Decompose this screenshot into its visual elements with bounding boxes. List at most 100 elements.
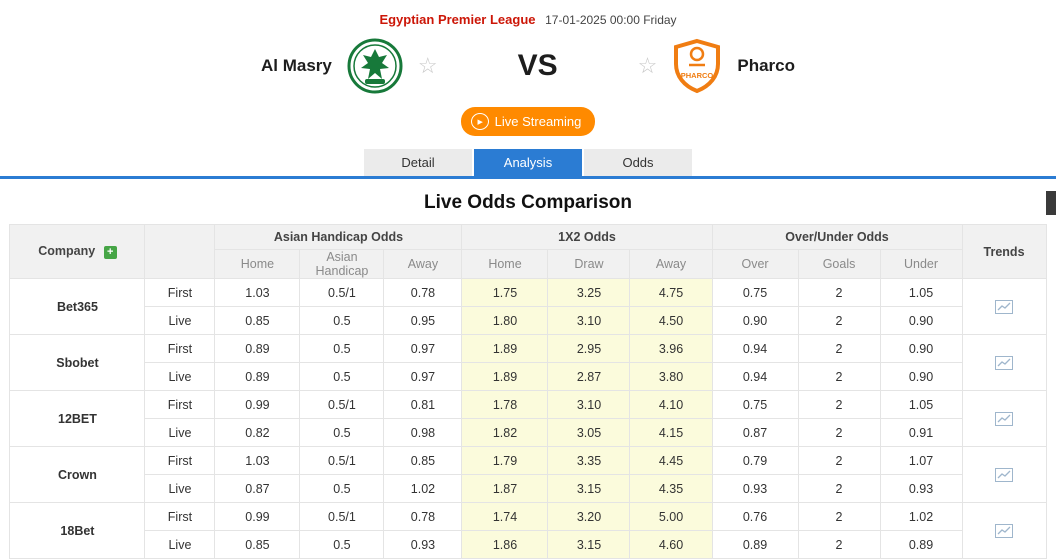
asian-handicap-odds-value: 0.85: [214, 306, 301, 335]
asian-handicap-odds-value: 1.03: [214, 446, 301, 475]
1x2-odds-value: 4.75: [629, 278, 713, 307]
play-icon: ▶: [470, 113, 489, 130]
odds-row: Bet365 First 1.03 0.5/1 0.78 1.75 3.25 4.75 0.75…: [9, 278, 1047, 335]
col-ah-away: Away: [383, 249, 463, 279]
asian-handicap-odds-value: 0.5: [299, 362, 385, 391]
league-name[interactable]: Egyptian Premier League: [379, 12, 536, 27]
favorite-away-icon[interactable]: ☆: [637, 53, 658, 78]
add-company-icon[interactable]: +: [103, 246, 117, 259]
tab-bar: Detail Analysis Odds: [0, 149, 1056, 176]
asian-handicap-odds-value: 0.78: [383, 278, 463, 307]
asian-handicap-odds-value: 0.5/1: [299, 502, 385, 531]
trend-chart-icon[interactable]: [961, 334, 1047, 391]
period-label: First: [144, 446, 216, 475]
col-ou-under: Under: [879, 249, 963, 279]
1x2-odds-value: 4.60: [629, 530, 713, 559]
period-label: Live: [144, 362, 216, 391]
odds-row: Live 0.82 0.5 0.98 1.82 3.05 4.15 0.87 2 0.91: [10, 418, 1046, 447]
over-under-odds-value: 0.90: [711, 306, 799, 335]
1x2-odds-value: 3.10: [547, 306, 631, 335]
col-1x2-away: Away: [629, 249, 713, 279]
1x2-odds-value: 2.95: [547, 334, 631, 363]
over-under-odds-value: 0.87: [711, 418, 799, 447]
odds-table-body: Bet365 First 1.03 0.5/1 0.78 1.75 3.25 4.75 0.75…: [9, 278, 1047, 559]
trend-chart-icon[interactable]: [961, 390, 1047, 447]
asian-handicap-odds-value: 0.82: [214, 418, 301, 447]
over-under-odds-value: 0.75: [711, 278, 799, 307]
1x2-odds-value: 4.35: [629, 474, 713, 503]
asian-handicap-odds-value: 0.5: [299, 474, 385, 503]
live-streaming-label: Live Streaming: [494, 114, 582, 129]
company-name[interactable]: Sbobet: [9, 334, 146, 391]
1x2-odds-value: 1.74: [461, 502, 549, 531]
1x2-odds-value: 1.78: [461, 390, 549, 419]
1x2-odds-value: 3.10: [547, 390, 631, 419]
home-team-logo: [346, 37, 404, 95]
col-1x2-draw: Draw: [547, 249, 631, 279]
match-row: Al Masry ☆ VS ☆ PHARCO Pharco: [0, 35, 1056, 97]
1x2-odds-value: 4.45: [629, 446, 713, 475]
over-under-odds-value: 0.79: [711, 446, 799, 475]
asian-handicap-odds-value: 1.02: [383, 474, 463, 503]
over-under-odds-value: 2: [797, 390, 881, 419]
asian-handicap-odds-value: 0.97: [383, 334, 463, 363]
away-team-name[interactable]: Pharco: [737, 56, 795, 75]
favorite-home-icon[interactable]: ☆: [417, 53, 438, 78]
asian-handicap-odds-value: 0.5/1: [299, 390, 385, 419]
trend-chart-icon[interactable]: [961, 502, 1047, 559]
asian-handicap-odds-value: 0.89: [214, 362, 301, 391]
company-name[interactable]: 18Bet: [9, 502, 146, 559]
vs-label: VS: [517, 49, 558, 82]
over-under-odds-value: 2: [797, 278, 881, 307]
1x2-odds-value: 3.35: [547, 446, 631, 475]
over-under-odds-value: 0.90: [879, 306, 963, 335]
over-under-odds-value: 1.07: [879, 446, 963, 475]
group-asian-handicap-header: Asian Handicap Odds: [214, 224, 463, 250]
asian-handicap-odds-value: 0.5: [299, 418, 385, 447]
trend-chart-icon[interactable]: [961, 446, 1047, 503]
over-under-odds-value: 2: [797, 334, 881, 363]
asian-handicap-odds-value: 0.97: [383, 362, 463, 391]
asian-handicap-odds-value: 0.5: [299, 306, 385, 335]
trend-chart-icon[interactable]: [961, 278, 1047, 335]
asian-handicap-odds-value: 0.99: [214, 502, 301, 531]
col-1x2-home: Home: [461, 249, 549, 279]
svg-text:PHARCO: PHARCO: [681, 71, 714, 80]
period-header: [144, 224, 216, 279]
over-under-odds-value: 2: [797, 362, 881, 391]
1x2-odds-value: 3.05: [547, 418, 631, 447]
match-datetime: 17-01-2025 00:00 Friday: [545, 13, 677, 27]
asian-handicap-odds-value: 0.85: [214, 530, 301, 559]
period-label: Live: [144, 306, 216, 335]
asian-handicap-odds-value: 0.95: [383, 306, 463, 335]
company-name[interactable]: Crown: [9, 446, 146, 503]
tab-detail[interactable]: Detail: [364, 149, 472, 176]
asian-handicap-odds-value: 0.81: [383, 390, 463, 419]
live-streaming-button[interactable]: ▶ Live Streaming: [460, 107, 596, 136]
over-under-odds-value: 0.76: [711, 502, 799, 531]
1x2-odds-value: 1.87: [461, 474, 549, 503]
company-name[interactable]: Bet365: [9, 278, 146, 335]
odds-row: Sbobet First 0.89 0.5 0.97 1.89 2.95 3.96 0.94 2 0…: [9, 334, 1047, 391]
period-label: Live: [144, 530, 216, 559]
1x2-odds-value: 1.89: [461, 334, 549, 363]
period-label: First: [144, 502, 216, 531]
asian-handicap-odds-value: 0.99: [214, 390, 301, 419]
tab-odds[interactable]: Odds: [584, 149, 692, 176]
league-line: Egyptian Premier League 17-01-2025 00:00…: [0, 0, 1056, 27]
home-team-name[interactable]: Al Masry: [260, 56, 332, 75]
over-under-odds-value: 2: [797, 446, 881, 475]
odds-table-head: Company + Asian Handicap Odds 1X2 Odds O…: [9, 224, 1047, 279]
1x2-odds-value: 3.15: [547, 474, 631, 503]
odds-row: 18Bet First 0.99 0.5/1 0.78 1.74 3.20 5.00 0.76 2…: [9, 502, 1047, 559]
company-header-label: Company: [38, 244, 96, 258]
tab-analysis[interactable]: Analysis: [474, 149, 582, 176]
scrollbar-thumb[interactable]: [1046, 191, 1056, 215]
company-name[interactable]: 12BET: [9, 390, 146, 447]
col-ou-over: Over: [711, 249, 799, 279]
over-under-odds-value: 0.75: [711, 390, 799, 419]
1x2-odds-value: 1.79: [461, 446, 549, 475]
1x2-odds-value: 3.15: [547, 530, 631, 559]
period-label: First: [144, 278, 216, 307]
over-under-odds-value: 0.91: [879, 418, 963, 447]
